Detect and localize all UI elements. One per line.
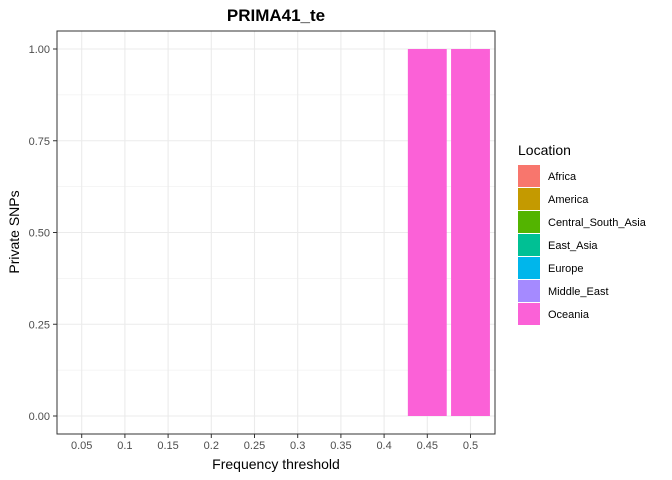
legend-label: Middle_East — [548, 286, 609, 298]
legend-swatch-oceania — [518, 303, 540, 325]
legend-label: Oceania — [548, 309, 590, 321]
plot-panel — [56, 30, 496, 435]
legend-label: America — [548, 194, 589, 206]
x-tick-label: 0.5 — [463, 440, 478, 452]
y-tick-label: 0.50 — [29, 228, 50, 240]
x-tick-label: 0.4 — [376, 440, 391, 452]
x-tick-label: 0.1 — [117, 440, 132, 452]
legend-swatch-america — [518, 188, 540, 210]
legend-label: Africa — [548, 171, 577, 183]
x-tick-label: 0.25 — [244, 440, 265, 452]
legend-title: Location — [518, 142, 571, 158]
y-axis: 0.00 0.25 0.50 0.75 1.00 — [29, 44, 57, 423]
chart-title: PRIMA41_te — [227, 6, 325, 25]
x-axis-title: Frequency threshold — [212, 456, 340, 472]
x-tick-label: 0.45 — [417, 440, 438, 452]
x-axis: 0.05 0.1 0.15 0.2 0.25 0.3 0.35 0.4 0.45 0.5 — [71, 434, 478, 452]
legend-swatch-central-south-asia — [518, 211, 540, 233]
x-tick-label: 0.05 — [71, 440, 92, 452]
legend-swatch-east-asia — [518, 234, 540, 256]
bar-layer — [407, 49, 490, 416]
y-axis-title: Private SNPs — [6, 190, 22, 273]
y-tick-label: 1.00 — [29, 44, 50, 56]
bar-oceania-0.45 — [407, 49, 447, 416]
legend-label: East_Asia — [548, 240, 598, 252]
x-tick-label: 0.2 — [204, 440, 219, 452]
legend-swatch-europe — [518, 257, 540, 279]
x-tick-label: 0.15 — [157, 440, 178, 452]
legend-items: Africa America Central_South_Asia East_Asia… — [518, 165, 647, 325]
bar-oceania-0.5 — [451, 49, 490, 416]
y-tick-label: 0.75 — [29, 136, 50, 148]
x-tick-label: 0.35 — [330, 440, 351, 452]
legend-swatch-middle-east — [518, 280, 540, 302]
x-tick-label: 0.3 — [290, 440, 305, 452]
y-tick-label: 0.00 — [29, 411, 50, 423]
legend-label: Europe — [548, 263, 583, 275]
legend-label: Central_South_Asia — [548, 217, 647, 229]
legend: Location Africa America Central_South_Asia… — [518, 142, 647, 325]
y-tick-label: 0.25 — [29, 319, 50, 331]
legend-swatch-africa — [518, 165, 540, 187]
